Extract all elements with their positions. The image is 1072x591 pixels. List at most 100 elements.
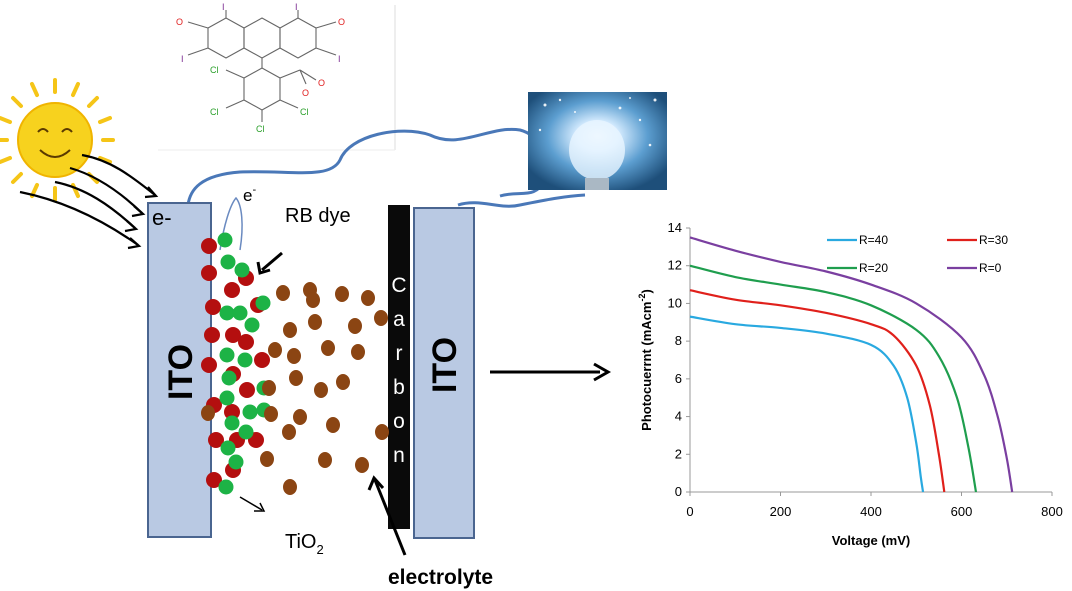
molecule-atom: Cl	[300, 107, 309, 117]
x-tick-label: 200	[770, 504, 792, 519]
legend-label: R=20	[859, 261, 888, 275]
molecule-ring	[279, 17, 317, 59]
molecule-atom: O	[338, 17, 345, 27]
electrolyte-particle	[268, 342, 282, 358]
y-tick-label: 10	[668, 295, 682, 310]
electrolyte-arrow	[373, 479, 407, 556]
bulb-icon	[569, 120, 625, 180]
electrolyte-label: electrolyte	[388, 566, 493, 589]
tio2-particle	[224, 415, 240, 431]
electrolyte-particle	[308, 314, 322, 330]
tio2-particle	[234, 262, 250, 278]
electrolyte-particle	[287, 348, 301, 364]
tio2-particle	[220, 440, 236, 456]
molecule-bond	[225, 99, 245, 109]
ito-right-plate	[413, 207, 475, 539]
tio2-particle	[218, 479, 234, 495]
molecule-bond	[315, 47, 337, 56]
arrow-head	[127, 237, 142, 250]
electrolyte-particle	[264, 406, 278, 422]
electrolyte-particle	[201, 405, 215, 421]
electrolyte-particle	[260, 451, 274, 467]
arrow-head	[254, 502, 266, 512]
molecule-bond	[299, 69, 317, 81]
molecule-atom: I	[222, 2, 225, 12]
molecule-atom: Cl	[256, 124, 265, 134]
dye-particle	[238, 334, 254, 350]
dye-particle	[206, 472, 222, 488]
legend-label: R=40	[859, 233, 888, 247]
x-axis-label: Voltage (mV)	[832, 533, 911, 548]
series-line-r-30	[689, 289, 946, 493]
tio2-particle	[219, 347, 235, 363]
dye-particle	[201, 265, 217, 281]
tio2-particle	[242, 404, 258, 420]
series-line-r-0	[689, 236, 1014, 493]
molecule-bond	[187, 21, 209, 29]
molecule-ring	[243, 67, 281, 111]
rose-bengal-molecule: O I I O I I O O Cl Cl Cl Cl	[158, 2, 396, 151]
dye-particle	[201, 357, 217, 373]
carbon-label: C a r b o n	[391, 274, 406, 467]
arrow-head	[593, 362, 612, 382]
electron-label: e-	[152, 205, 172, 230]
series-lines	[689, 236, 1014, 493]
y-ticks: 0 2 4 6 8 10 12 14	[668, 220, 690, 499]
electrolyte-particle	[293, 409, 307, 425]
electrolyte-particle	[355, 457, 369, 473]
bulb-base	[585, 178, 609, 190]
y-axis-label: Photocuerrnt (mAcm-2)	[637, 289, 654, 431]
light-rays	[19, 153, 159, 250]
dye-particle	[201, 238, 217, 254]
carbon-letter: a	[393, 308, 405, 331]
molecule-ring	[207, 17, 245, 59]
legend-label: R=30	[979, 233, 1008, 247]
electrolyte-particle	[283, 479, 297, 495]
molecule-atom: I	[181, 54, 184, 64]
molecule-bond	[315, 21, 337, 29]
x-tick-label: 0	[686, 504, 693, 519]
external-wire-return	[457, 193, 586, 208]
electrolyte-particle	[375, 424, 389, 440]
dye-particle	[254, 352, 270, 368]
electrolyte-particle	[306, 292, 320, 308]
molecule-atom: Cl	[210, 65, 219, 75]
chart-legend: R=40 R=30 R=20 R=0	[827, 233, 1008, 275]
carbon-layer	[388, 205, 410, 529]
y-tick-label: 0	[675, 484, 682, 499]
x-tick-label: 400	[860, 504, 882, 519]
molecule-bond	[279, 99, 299, 109]
x-tick-label: 600	[951, 504, 973, 519]
dye-particle	[204, 327, 220, 343]
y-tick-label: 6	[675, 371, 682, 386]
electrolyte-particle	[326, 417, 340, 433]
electrolyte-particle	[314, 382, 328, 398]
tio2-particle	[232, 305, 248, 321]
y-tick-label: 2	[675, 446, 682, 461]
rb-dye-label: RB dye	[285, 205, 351, 227]
rb-dye-arrow	[261, 251, 283, 272]
arrow-head	[124, 220, 139, 233]
sun-icon	[0, 78, 115, 202]
ito-right-label: ITO	[426, 337, 464, 393]
tio2-particle	[219, 305, 235, 321]
tio2-label: TiO2	[285, 531, 324, 557]
particle-layer	[201, 232, 389, 495]
x-tick-label: 800	[1041, 504, 1063, 519]
molecule-bond	[225, 69, 245, 79]
dye-particle	[205, 299, 221, 315]
dye-particle	[224, 282, 240, 298]
molecule-atom: O	[318, 78, 325, 88]
tio2-particle	[244, 317, 260, 333]
dye-particle	[224, 404, 240, 420]
tio2-particle	[220, 254, 236, 270]
y-tick-label: 8	[675, 333, 682, 348]
x-ticks: 0 200 400 600 800	[686, 492, 1063, 519]
tio2-particle	[255, 295, 271, 311]
electrolyte-particle	[283, 322, 297, 338]
tio2-particle	[221, 370, 237, 386]
molecule-bond	[279, 69, 301, 79]
electrolyte-particle	[276, 285, 290, 301]
